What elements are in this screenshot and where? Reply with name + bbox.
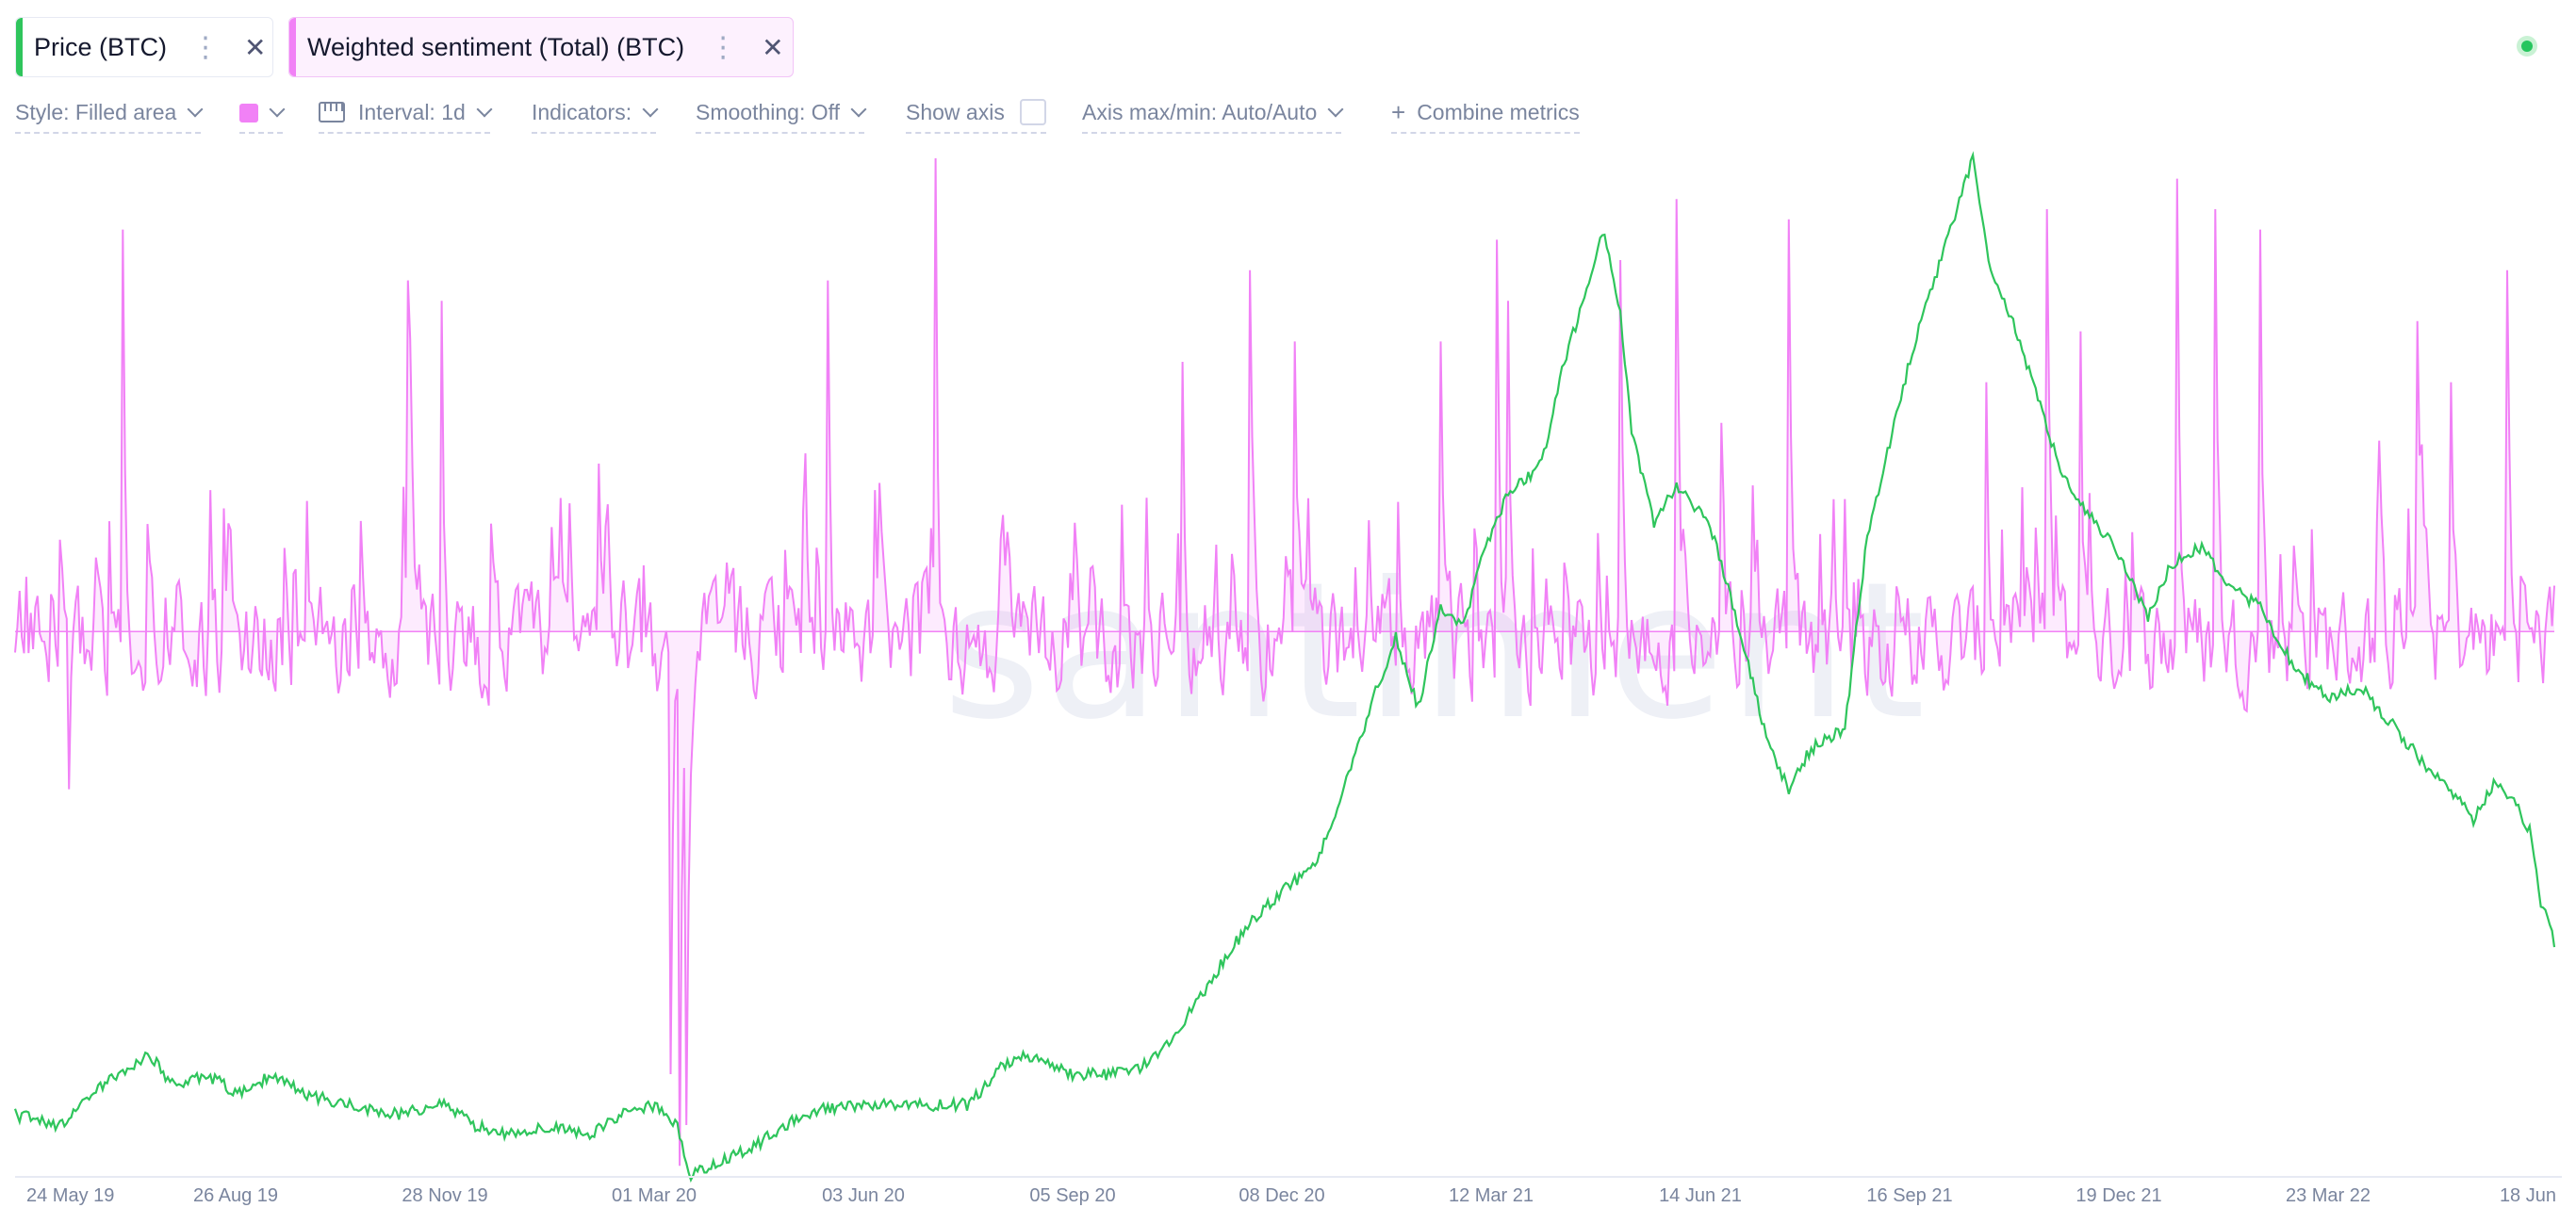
smoothing-label: Smoothing: Off xyxy=(696,100,840,124)
axis-maxmin-label: Axis max/min: Auto/Auto xyxy=(1082,100,1318,124)
style-label: Style: Filled area xyxy=(15,100,177,124)
metric-color-bar xyxy=(289,18,296,76)
x-tick-label: 08 Dec 20 xyxy=(1239,1185,1324,1206)
chevron-down-icon xyxy=(642,101,659,118)
show-axis-toggle[interactable]: Show axis xyxy=(906,98,1046,134)
metric-label: Price (BTC) xyxy=(34,32,167,61)
price-line xyxy=(13,151,2556,1183)
interval-dropdown[interactable]: Interval: 1d xyxy=(319,98,493,134)
metric-pill-price[interactable]: Price (BTC) ⋮ ✕ xyxy=(15,17,273,77)
metric-color-bar xyxy=(16,18,23,76)
chevron-down-icon xyxy=(187,101,204,118)
chevron-down-icon xyxy=(850,101,867,118)
x-tick-label: 03 Jun 20 xyxy=(822,1185,905,1206)
x-tick-label: 18 Jun xyxy=(2500,1185,2556,1206)
x-tick-label: 05 Sep 20 xyxy=(1029,1185,1115,1206)
live-status-indicator xyxy=(2517,36,2537,57)
color-picker[interactable] xyxy=(239,98,286,134)
x-axis-ticks: 24 May 19 26 Aug 19 28 Nov 19 01 Mar 20 03 J… xyxy=(26,1185,2556,1206)
x-tick-label: 26 Aug 19 xyxy=(193,1185,278,1206)
plus-icon: + xyxy=(1391,98,1406,126)
x-tick-label: 24 May 19 xyxy=(26,1185,114,1206)
more-options-icon[interactable]: ⋮ xyxy=(709,31,738,63)
chevron-down-icon xyxy=(476,101,493,118)
x-tick-label: 12 Mar 21 xyxy=(1449,1185,1534,1206)
chart-canvas[interactable]: santiment 24 May 19 26 Aug 19 28 Nov 19 01 … xyxy=(0,141,2576,1224)
style-dropdown[interactable]: Style: Filled area xyxy=(15,98,204,134)
more-options-icon[interactable]: ⋮ xyxy=(191,31,220,63)
sentiment-line xyxy=(14,157,2555,1167)
close-icon[interactable]: ✕ xyxy=(762,32,784,62)
axis-maxmin-dropdown[interactable]: Axis max/min: Auto/Auto xyxy=(1082,98,1344,134)
price-series xyxy=(13,151,2556,1183)
close-icon[interactable]: ✕ xyxy=(244,32,267,62)
x-tick-label: 14 Jun 21 xyxy=(1659,1185,1742,1206)
indicators-label: Indicators: xyxy=(532,100,632,124)
chevron-down-icon xyxy=(1327,101,1344,118)
combine-metrics-button[interactable]: + Combine metrics xyxy=(1391,98,1580,134)
smoothing-dropdown[interactable]: Smoothing: Off xyxy=(696,98,867,134)
sentiment-series xyxy=(14,157,2555,1167)
chevron-down-icon xyxy=(269,101,286,118)
color-swatch xyxy=(239,104,258,122)
x-tick-label: 28 Nov 19 xyxy=(402,1185,487,1206)
ruler-icon xyxy=(319,102,345,122)
show-axis-label: Show axis xyxy=(906,100,1005,124)
combine-metrics-label: Combine metrics xyxy=(1417,100,1580,124)
x-tick-label: 19 Dec 21 xyxy=(2076,1185,2161,1206)
x-tick-label: 01 Mar 20 xyxy=(612,1185,697,1206)
show-axis-checkbox[interactable] xyxy=(1019,99,1046,125)
interval-label: Interval: 1d xyxy=(358,100,466,124)
indicators-dropdown[interactable]: Indicators: xyxy=(532,98,659,134)
x-tick-label: 16 Sep 21 xyxy=(1866,1185,1952,1206)
metric-label: Weighted sentiment (Total) (BTC) xyxy=(307,32,685,61)
metric-pill-weighted-sentiment[interactable]: Weighted sentiment (Total) (BTC) ⋮ ✕ xyxy=(288,17,794,77)
x-tick-label: 23 Mar 22 xyxy=(2286,1185,2371,1206)
